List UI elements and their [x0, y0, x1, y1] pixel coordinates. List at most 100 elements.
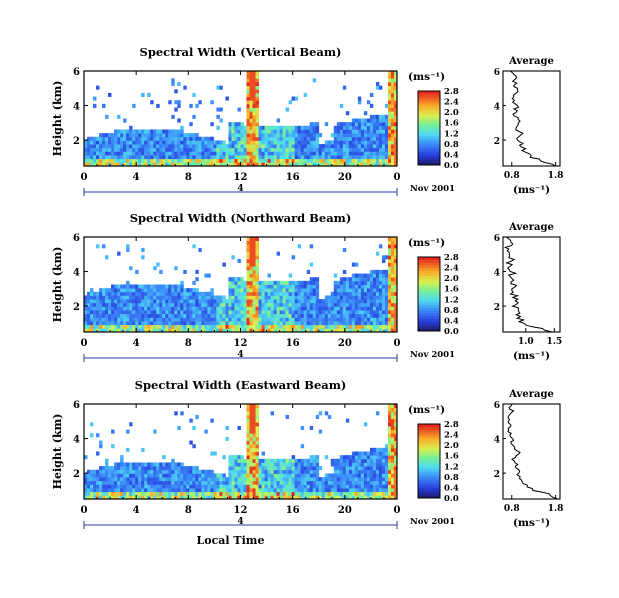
heatmap-cell: [195, 324, 199, 329]
heatmap-cell: [366, 328, 371, 333]
heatmap-cell: [393, 411, 398, 416]
heatmap-cell: [114, 488, 118, 493]
heatmap-cell: [255, 78, 259, 83]
heatmap-cell: [336, 469, 341, 474]
heatmap-cell: [306, 317, 311, 322]
heatmap-cell: [297, 302, 302, 307]
heatmap-cell: [144, 317, 148, 322]
heatmap-cell: [99, 477, 103, 482]
heatmap-cell: [339, 317, 344, 322]
heatmap-cell: [168, 299, 172, 304]
heatmap-cell: [165, 495, 169, 500]
heatmap-cell: [375, 140, 380, 145]
heatmap-cell: [216, 140, 220, 145]
heatmap-cell: [111, 491, 115, 496]
heatmap-cell: [384, 162, 389, 167]
heatmap-cell: [192, 321, 196, 326]
heatmap-cell: [249, 89, 253, 94]
heatmap-cell: [369, 321, 374, 326]
heatmap-cell: [231, 455, 235, 460]
heatmap-cell: [96, 313, 100, 318]
heatmap-cell: [201, 155, 205, 160]
heatmap-cell: [189, 495, 193, 500]
heatmap-cell: [288, 129, 293, 134]
heatmap-cell: [189, 295, 193, 300]
heatmap-cell: [276, 280, 281, 285]
heatmap-cell: [333, 328, 338, 333]
heatmap-cell: [270, 291, 275, 296]
heatmap-cell: [180, 488, 184, 493]
colorbar-swatch: [418, 299, 440, 303]
heatmap-cell: [180, 328, 184, 333]
heatmap-cell: [390, 158, 395, 163]
heatmap-cell: [267, 302, 271, 307]
heatmap-cell: [192, 317, 196, 322]
heatmap-cell: [237, 455, 241, 460]
heatmap-cell: [264, 310, 268, 315]
heatmap-cell: [372, 488, 377, 493]
heatmap-cell: [183, 288, 187, 293]
heatmap-cell: [336, 158, 341, 163]
heatmap-cell: [294, 477, 299, 482]
heatmap-cell: [369, 147, 374, 152]
heatmap-cell: [360, 321, 365, 326]
heatmap-cell: [363, 277, 368, 282]
heatmap-cell: [240, 147, 244, 152]
heatmap-cell: [222, 495, 226, 500]
heatmap-cell: [369, 299, 374, 304]
heatmap-cell: [165, 133, 169, 138]
heatmap-cell: [135, 147, 139, 152]
heatmap-cell: [228, 495, 232, 500]
heatmap-cell: [285, 488, 290, 493]
heatmap-cell: [186, 310, 190, 315]
heatmap-cell: [330, 480, 335, 485]
heatmap-cell: [378, 151, 383, 156]
heatmap-cell: [234, 495, 238, 500]
heatmap-cell: [249, 411, 253, 416]
heatmap-cell: [147, 295, 151, 300]
heatmap-cell: [198, 158, 202, 163]
heatmap-cell: [96, 491, 100, 496]
heatmap-cell: [390, 469, 395, 474]
heatmap-cell: [384, 313, 389, 318]
heatmap-cell: [186, 291, 190, 296]
heatmap-cell: [306, 133, 311, 138]
heatmap-cell: [381, 458, 386, 463]
heatmap-cell: [240, 310, 244, 315]
heatmap-cell: [219, 151, 223, 156]
heatmap-cell: [318, 147, 323, 152]
heatmap-cell: [330, 317, 335, 322]
heatmap-cell: [204, 302, 208, 307]
heatmap-cell: [273, 295, 278, 300]
heatmap-cell: [378, 306, 383, 311]
heatmap-cell: [249, 291, 253, 296]
heatmap-cell: [237, 324, 241, 329]
heatmap-cell: [207, 328, 211, 333]
heatmap-cell: [297, 495, 302, 500]
heatmap-cell: [162, 495, 166, 500]
heatmap-cell: [132, 158, 136, 163]
heatmap-cell: [162, 295, 166, 300]
heatmap-cell: [333, 291, 338, 296]
heatmap-cell: [372, 458, 377, 463]
heatmap-cell: [108, 306, 112, 311]
heatmap-cell: [330, 462, 335, 467]
heatmap-cell: [117, 288, 121, 293]
colorbar-swatch: [418, 476, 440, 480]
heatmap-cell: [378, 491, 383, 496]
heatmap-cell: [135, 302, 139, 307]
heatmap-cell: [393, 122, 398, 127]
heatmap-cell: [240, 136, 244, 141]
average-frame: [502, 70, 561, 167]
heatmap-cell: [114, 288, 118, 293]
heatmap-cell: [183, 306, 187, 311]
heatmap-cell: [183, 466, 187, 471]
heatmap-cell: [390, 491, 395, 496]
heatmap-cell: [276, 284, 281, 289]
heatmap-cell: [315, 455, 320, 460]
heatmap-cell: [135, 151, 139, 156]
colorbar-swatch: [418, 304, 440, 308]
heatmap-cell: [387, 100, 392, 105]
colorbar-swatch: [418, 96, 440, 100]
heatmap-cell: [315, 291, 320, 296]
